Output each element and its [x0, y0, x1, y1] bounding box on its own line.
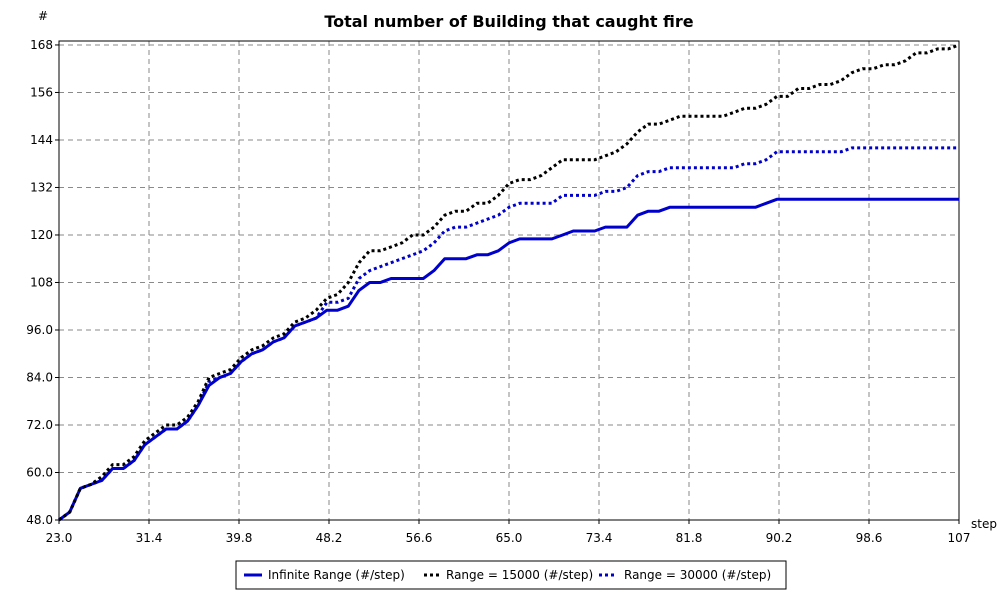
y-tick-label: 108 — [30, 275, 53, 289]
x-tick-label: 48.2 — [316, 531, 343, 545]
y-axis-label: # — [38, 9, 48, 23]
x-tick-label: 65.0 — [496, 531, 523, 545]
y-tick-label: 144 — [30, 133, 53, 147]
y-axis: 48.0 60.0 72.0 84.0 96.0 108 120 132 144 156 168 — [26, 38, 59, 527]
y-tick-label: 156 — [30, 85, 53, 99]
y-tick-label: 60.0 — [26, 465, 53, 479]
x-tick-label: 31.4 — [136, 531, 163, 545]
legend-box — [235, 560, 787, 590]
x-axis-label: step — [971, 517, 997, 531]
y-tick-label: 132 — [30, 180, 53, 194]
x-tick-label: 81.8 — [676, 531, 703, 545]
x-tick-label: 39.8 — [226, 531, 253, 545]
x-tick-label: 90.2 — [766, 531, 793, 545]
y-tick-label: 48.0 — [26, 513, 53, 527]
x-tick-label: 56.6 — [406, 531, 433, 545]
series-line-2 — [58, 146, 959, 522]
x-axis: 23.0 31.4 39.8 48.2 56.6 65.0 73.4 81.8 90.2 98.6… — [46, 520, 971, 545]
x-tick-label: 73.4 — [586, 531, 613, 545]
grid — [59, 41, 959, 520]
legend-label-15000: Range = 15000 (#/step) — [446, 568, 593, 582]
legend-label-infinite: Infinite Range (#/step) — [268, 568, 405, 582]
chart-title: Total number of Building that caught fir… — [324, 12, 693, 31]
legend-item-infinite: Infinite Range (#/step) — [244, 568, 405, 582]
series-group — [58, 43, 960, 522]
legend-label-30000: Range = 30000 (#/step) — [624, 568, 771, 582]
x-tick-label: 23.0 — [46, 531, 73, 545]
series-line-1 — [58, 43, 960, 522]
series-line-0 — [58, 197, 959, 522]
y-tick-label: 96.0 — [26, 323, 53, 337]
y-tick-label: 84.0 — [26, 370, 53, 384]
legend: Infinite Range (#/step) Range = 15000 (#… — [235, 560, 787, 590]
legend-item-30000: Range = 30000 (#/step) — [599, 568, 771, 582]
x-tick-label: 107 — [948, 531, 971, 545]
y-tick-label: 72.0 — [26, 418, 53, 432]
y-tick-label: 168 — [30, 38, 53, 52]
legend-item-15000: Range = 15000 (#/step) — [424, 568, 593, 582]
y-tick-label: 120 — [30, 228, 53, 242]
x-tick-label: 98.6 — [856, 531, 883, 545]
